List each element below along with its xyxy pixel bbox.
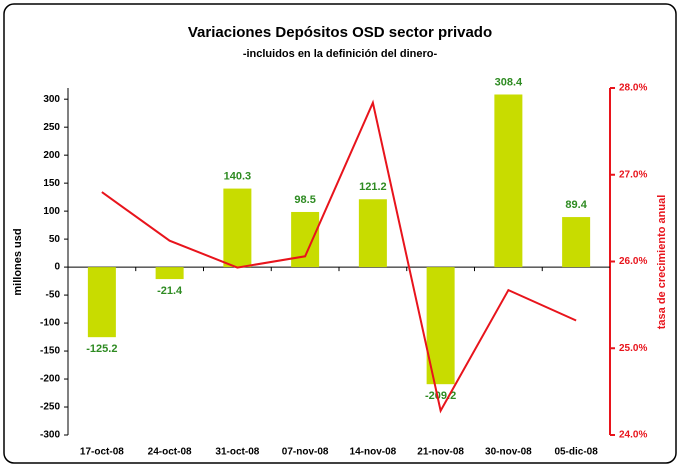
value-label: -209.2 (425, 390, 456, 402)
bar (494, 94, 523, 268)
chart-title: Variaciones Depósitos OSD sector privado (188, 24, 492, 41)
bar (562, 217, 591, 268)
x-tick-label: 17-oct-08 (80, 447, 124, 458)
y-tick-label: 300 (43, 94, 60, 105)
y-tick-label: -200 (40, 374, 60, 385)
value-label: 308.4 (495, 76, 523, 88)
bar (223, 188, 252, 268)
y-tick-label: -100 (40, 318, 60, 329)
x-tick-label: 07-nov-08 (282, 447, 329, 458)
value-label: 140.3 (224, 170, 252, 182)
x-tick-label: 05-dic-08 (554, 447, 598, 458)
value-label: 89.4 (565, 199, 587, 211)
x-tick-label: 24-oct-08 (148, 447, 192, 458)
y2-tick-label: 24.0% (619, 430, 647, 441)
x-tick-label: 31-oct-08 (215, 447, 259, 458)
y-tick-label: 50 (49, 234, 61, 245)
y-tick-label: -250 (40, 402, 60, 413)
y-tick-label: -150 (40, 346, 60, 357)
bar (87, 267, 116, 338)
y-tick-label: -300 (40, 430, 60, 441)
bar (358, 199, 387, 268)
value-label: 98.5 (294, 194, 315, 206)
y2-tick-label: 27.0% (619, 169, 647, 180)
y2-tick-label: 26.0% (619, 256, 647, 267)
bar (155, 267, 184, 280)
x-tick-label: 14-nov-08 (350, 447, 397, 458)
y-tick-label: 250 (43, 122, 60, 133)
y2-tick-label: 25.0% (619, 343, 647, 354)
y-tick-label: 100 (43, 206, 60, 217)
y-tick-label: 150 (43, 178, 60, 189)
y-tick-label: -50 (46, 290, 61, 301)
value-label: -21.4 (157, 285, 183, 297)
value-label: -125.2 (86, 343, 117, 355)
y-tick-label: 200 (43, 150, 60, 161)
y2-axis-label: tasa de crecimiento anual (656, 195, 668, 330)
y-tick-label: 0 (54, 262, 60, 273)
y2-tick-label: 28.0% (619, 83, 647, 94)
x-tick-label: 21-nov-08 (417, 447, 464, 458)
line (101, 99, 577, 414)
value-label: 121.2 (359, 181, 387, 193)
x-tick-label: 30-nov-08 (485, 447, 532, 458)
y-axis-label: millones usd (12, 228, 24, 295)
chart-subtitle: -incluidos en la definición del dinero- (243, 48, 438, 60)
